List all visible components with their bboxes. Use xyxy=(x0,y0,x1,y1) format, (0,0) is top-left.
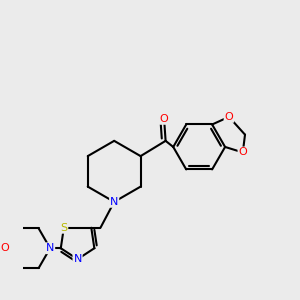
Text: O: O xyxy=(0,243,9,253)
Text: S: S xyxy=(60,223,68,233)
Text: N: N xyxy=(110,197,118,207)
Text: O: O xyxy=(224,112,233,122)
Text: N: N xyxy=(74,254,82,264)
Text: N: N xyxy=(46,243,54,253)
Text: O: O xyxy=(160,114,169,124)
Text: O: O xyxy=(238,147,247,158)
